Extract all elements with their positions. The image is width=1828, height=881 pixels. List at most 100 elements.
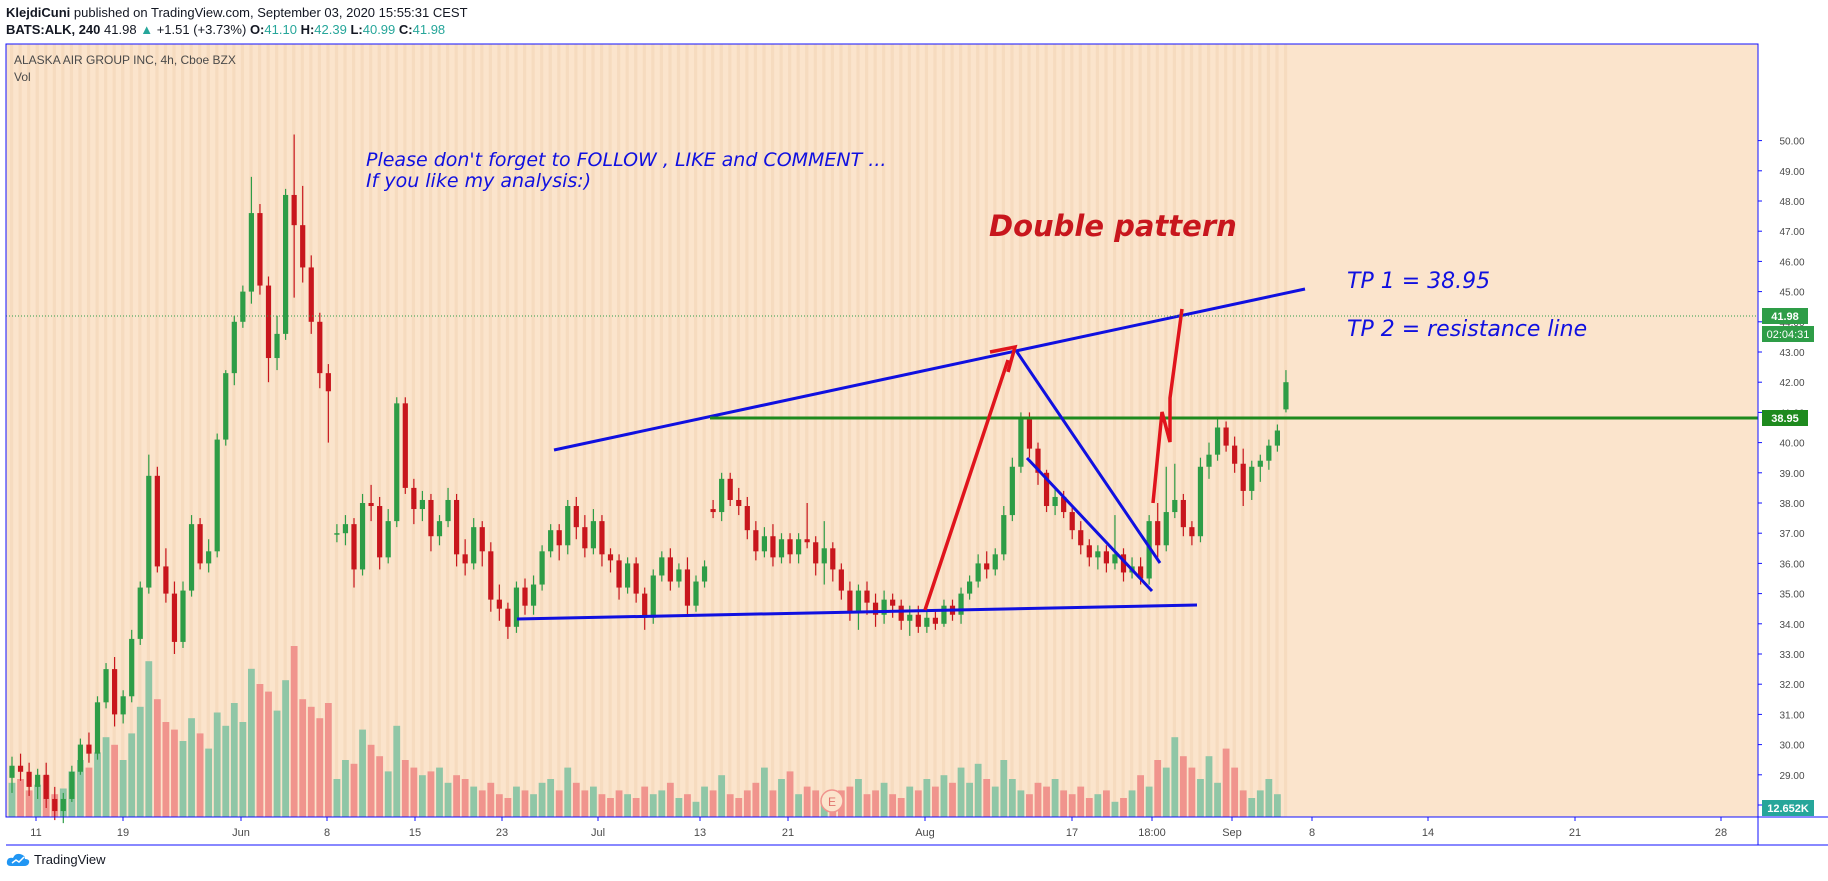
follow-note-line1[interactable]: Please don't forget to FOLLOW , LIKE and… [366,149,886,171]
time-tick-label: Jul [591,827,605,839]
session-stripe [1130,44,1134,817]
candle-body [1069,512,1075,531]
candle-body [94,702,101,754]
candle-body [693,581,699,606]
volume-bar [786,771,794,817]
session-stripe [283,44,287,817]
candle-body [633,563,639,594]
candle-body [1257,460,1263,467]
volume-bar [487,782,495,817]
tp2-label[interactable]: TP 2 = resistance line [1347,317,1587,342]
time-tick-label: 8 [324,827,330,839]
volume-bar [1000,760,1008,817]
session-stripe [86,44,91,817]
price-tick-label: 34.00 [1779,620,1804,631]
volume-bar [145,661,153,817]
last-price-badge-label: 41.98 [1771,311,1799,323]
volume-bar [205,748,213,817]
session-stripe [463,44,467,817]
volume-bar [367,744,375,817]
candle-body [377,506,383,558]
author-name[interactable]: KlejdiCuni [6,5,71,20]
candle-body [445,499,451,522]
volume-bar [342,760,349,817]
candle-body [813,542,819,564]
session-stripe [1061,44,1065,817]
session-stripe [770,44,775,817]
session-stripe [471,44,475,817]
price-tick-label: 42.00 [1779,378,1804,389]
wedge-lower-line[interactable] [1025,456,1154,593]
session-stripe [694,44,698,817]
session-stripe [711,44,715,817]
candle-body [52,798,58,812]
close-value: 41.98 [412,22,446,37]
candle-body [1078,530,1084,546]
candle-body [77,744,83,772]
time-axis[interactable]: 11 19 Jun 8 15 23 Jul 13 21 Aug 17 18:00 Sep 8 14 21 28 [30,817,1727,839]
session-stripe [1181,44,1185,817]
candle-body [1095,551,1101,558]
time-tick-label: 23 [496,827,508,839]
price-tick-label: 33.00 [1779,650,1804,661]
volume-bar [581,790,589,817]
pattern-title[interactable]: Double pattern [989,209,1237,243]
volume-bar [1120,798,1127,817]
session-stripe [35,44,39,817]
volume-bar [615,790,623,817]
volume-bar [1274,794,1281,817]
volume-bar [675,798,683,817]
drawings[interactable] [516,287,1758,621]
session-stripe [69,44,74,817]
candle-body [830,548,836,570]
volume-bar [316,718,324,817]
tp1-label[interactable]: TP 1 = 38.95 [1347,269,1490,294]
volume-bar [547,779,555,817]
price-tick-label: 37.00 [1779,529,1804,540]
volume-bar [1094,794,1102,817]
candle-body [992,554,998,570]
red-move-arrow-line[interactable] [923,359,1010,611]
earnings-marker[interactable]: E [820,789,844,813]
session-stripe [753,44,758,817]
session-stripe [52,44,56,817]
session-stripe [890,44,894,817]
wedge-upper-line[interactable] [1015,351,1162,564]
candle-body [1026,418,1033,449]
candle-body [394,403,400,522]
price-axis[interactable]: 28.0029.0030.0031.0032.0033.0034.0035.00… [1758,137,1805,812]
triangle-lower-trendline[interactable] [516,603,1198,621]
candle-body [428,499,434,537]
session-stripe [189,44,193,817]
red-projection-path[interactable] [1151,308,1184,504]
candle-body [180,590,186,642]
candle-body [984,563,990,570]
candle-body [607,554,614,561]
footer-brand[interactable]: TradingView [6,852,106,867]
candle-body [924,617,930,627]
session-stripe [360,44,364,817]
high-value: 42.39 [314,22,347,37]
candle-body [248,213,254,292]
session-stripe [745,44,749,817]
candle-body [1283,382,1289,410]
session-stripe [1198,44,1202,817]
follow-note-line2[interactable]: If you like my analysis:) [366,170,591,192]
session-stripe [437,44,441,817]
volume-bar [795,794,802,817]
volume-bar [906,786,914,817]
volume-bar [726,794,734,817]
candle-body [855,590,862,612]
session-stripe [1172,44,1176,817]
candle-body [736,499,742,507]
volume-legend: Vol [14,70,31,84]
high-label: H: [300,22,315,37]
session-stripes [10,44,1288,817]
volume-bar [572,782,580,817]
price-tick-label: 35.00 [1779,590,1804,601]
volume-bar [957,767,965,817]
volume-bar [444,782,452,817]
price-tick-label: 39.00 [1779,469,1804,480]
session-stripe [172,44,176,817]
